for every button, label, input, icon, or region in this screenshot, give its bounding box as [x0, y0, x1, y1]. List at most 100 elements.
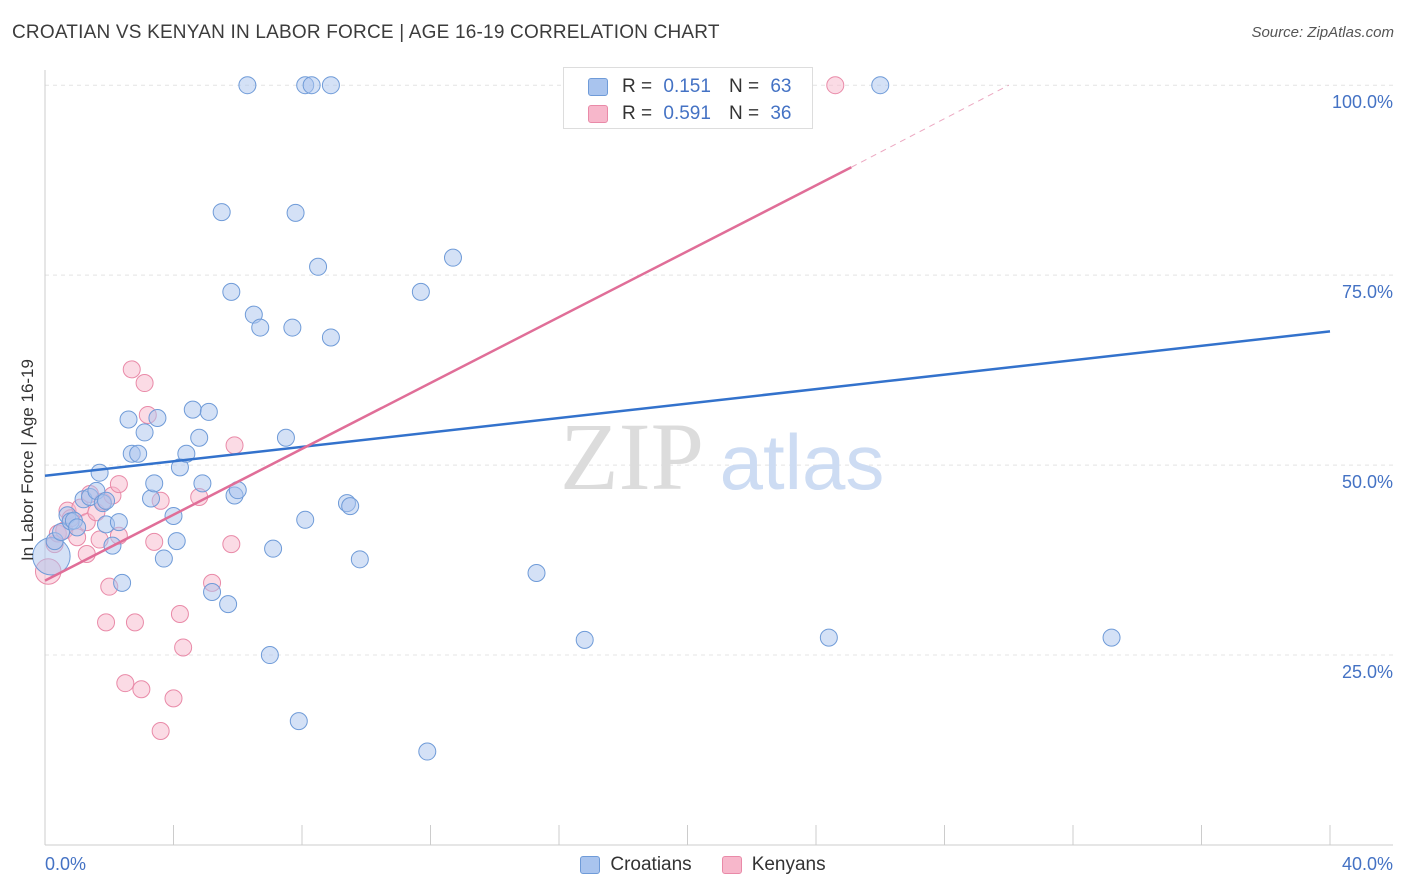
kenyans-point [125, 613, 144, 632]
croatians-point [575, 630, 594, 649]
kenyans-point [109, 475, 128, 494]
croatians-point [260, 646, 279, 665]
series-legend: Croatians Kenyans [0, 852, 1406, 878]
croatians-point [212, 203, 231, 222]
croatians-point [283, 318, 302, 337]
croatians-point [264, 539, 283, 558]
croatians-trend-line [44, 330, 1331, 477]
legend-item-croatians[interactable]: Croatians [580, 854, 692, 876]
x-tick-label-min: 0.0% [45, 854, 86, 874]
croatians-legend-label: Croatians [610, 854, 692, 875]
kenyans-point [122, 360, 141, 379]
kenyans-point [97, 613, 116, 632]
croatians-point [129, 444, 148, 463]
croatians-point [411, 282, 430, 301]
croatians-point [819, 628, 838, 647]
croatians-point [527, 563, 546, 582]
croatians-point [871, 76, 890, 95]
watermark-atlas: atlas [720, 418, 885, 506]
legend-r-label: R = [622, 103, 653, 124]
kenyans-point [164, 689, 183, 708]
croatians-swatch [588, 78, 608, 96]
legend-n-value: 36 [770, 103, 792, 124]
kenyans-legend-label: Kenyans [751, 854, 826, 875]
croatians-point [286, 203, 305, 222]
legend-n-label: N = [728, 103, 760, 124]
y-axis-label: In Labor Force | Age 16-19 [18, 359, 37, 561]
kenyans-swatch [588, 105, 608, 123]
croatians-point [177, 444, 196, 463]
croatians-point [251, 318, 270, 337]
y-tick-label: 25.0% [1342, 662, 1393, 682]
legend-r-value: 0.151 [663, 76, 711, 97]
y-tick-label: 50.0% [1342, 472, 1393, 492]
croatians-point [119, 410, 138, 429]
kenyans-point [222, 535, 241, 554]
croatians-point [145, 474, 164, 493]
kenyans-point [225, 436, 244, 455]
croatians-point [142, 489, 161, 508]
watermark: ZIP atlas [560, 403, 884, 510]
kenyans-trend-extension [851, 84, 1009, 168]
croatians-point [135, 423, 154, 442]
kenyans-point [151, 722, 170, 741]
legend-r-value: 0.591 [663, 103, 711, 124]
croatians-point [296, 510, 315, 529]
croatians-point [289, 712, 308, 731]
y-tick-label: 75.0% [1342, 282, 1393, 302]
croatians-point [68, 518, 87, 537]
croatians-point [113, 573, 132, 592]
correlation-legend: R = 0.151 N = 63 R = 0.591 N = 36 [563, 67, 813, 129]
x-tick-label-max: 40.0% [1342, 854, 1393, 874]
croatians-point [443, 248, 462, 267]
y-tick-label: 100.0% [1332, 92, 1393, 112]
croatians-point [350, 550, 369, 569]
trend-lines [44, 84, 1331, 582]
kenyans-point [145, 532, 164, 551]
legend-n-value: 63 [770, 76, 792, 97]
croatians-point [203, 582, 222, 601]
croatians-point [222, 282, 241, 301]
legend-row-croatians: R = 0.151 N = 63 [588, 74, 791, 100]
croatians-point [219, 595, 238, 614]
croatians-point [154, 549, 173, 568]
kenyans-point [132, 680, 151, 699]
gridlines [45, 84, 1393, 656]
croatians-point [90, 463, 109, 482]
legend-n-label: N = [728, 76, 760, 97]
legend-r-label: R = [622, 76, 653, 97]
kenyans-legend-swatch [721, 856, 742, 874]
croatians-point [321, 328, 340, 347]
y-tick-labels: 25.0% 50.0% 75.0% 100.0% [1332, 92, 1393, 682]
y-axis-label-wrap: In Labor Force | Age 16-19 [16, 340, 40, 580]
legend-item-kenyans[interactable]: Kenyans [721, 854, 826, 876]
croatians-point [193, 474, 212, 493]
croatians-point [199, 402, 218, 421]
chart-title: CROATIAN VS KENYAN IN LABOR FORCE | AGE … [12, 22, 720, 43]
kenyans-trend-line [44, 166, 852, 582]
x-tick-labels: 0.0% 40.0% [45, 854, 1393, 874]
source-label: Source: ZipAtlas.com [1251, 24, 1394, 41]
croatians-legend-swatch [580, 856, 601, 874]
kenyans-point [116, 674, 135, 693]
kenyans-series [34, 76, 845, 741]
croatians-point [238, 76, 257, 95]
croatians-point [276, 428, 295, 447]
croatians-point [97, 491, 116, 510]
axes [44, 70, 1393, 846]
kenyans-point [174, 638, 193, 657]
croatians-point [302, 76, 321, 95]
croatians-point [190, 428, 209, 447]
kenyans-point [170, 605, 189, 624]
croatians-point [167, 532, 186, 551]
croatians-series [32, 76, 1121, 761]
croatians-point [1102, 628, 1121, 647]
croatians-point [341, 497, 360, 516]
croatians-point [148, 408, 167, 427]
kenyans-point [826, 76, 845, 95]
kenyans-point [135, 374, 154, 393]
watermark-zip: ZIP [560, 403, 704, 510]
croatians-point [183, 400, 202, 419]
croatians-point [109, 513, 128, 532]
